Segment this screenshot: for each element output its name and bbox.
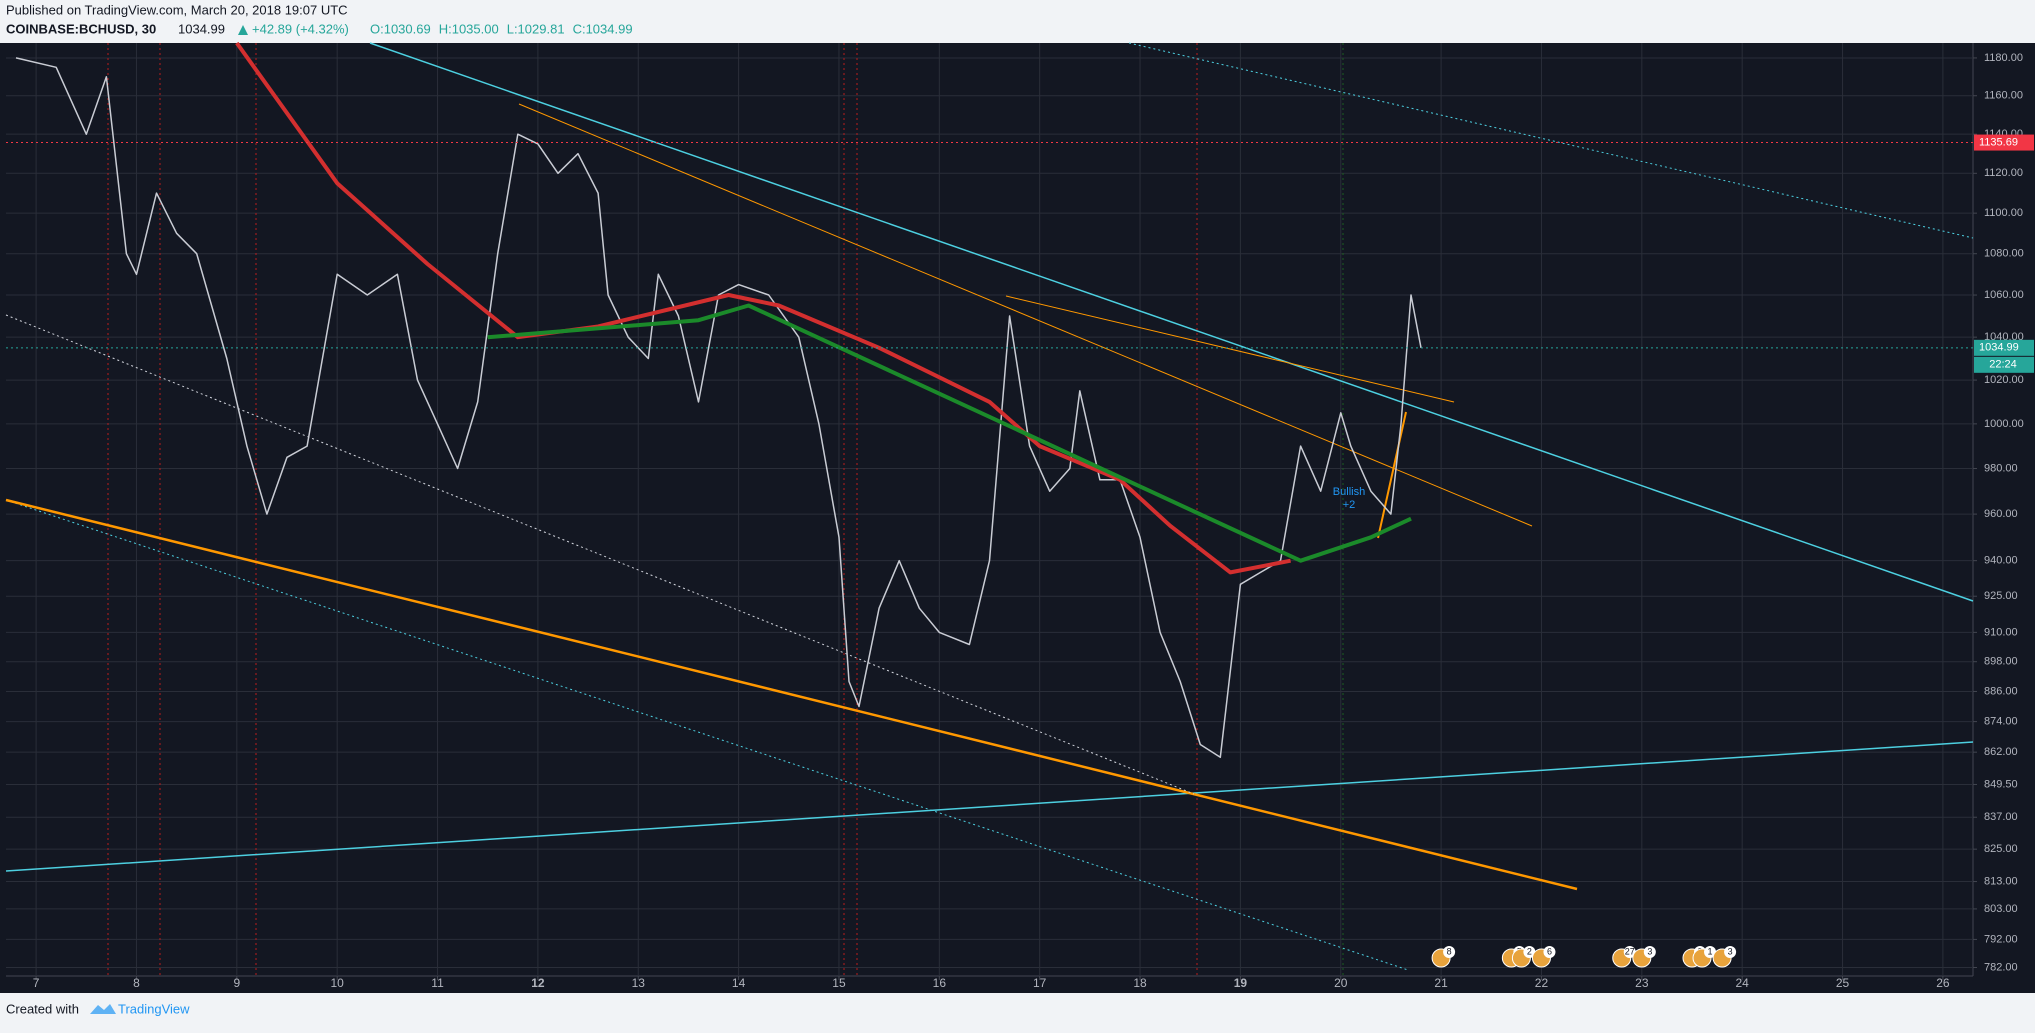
y-tick-label: 803.00 (1984, 903, 2018, 915)
y-tick-label: 1020.00 (1984, 374, 2024, 386)
price-tag (1974, 339, 2034, 356)
trendline (1005, 295, 1455, 403)
y-tick-label: 874.00 (1984, 716, 2018, 728)
brand[interactable]: TradingView (118, 1001, 190, 1016)
y-tick-label: 925.00 (1984, 590, 2018, 602)
y-tick-label: 1160.00 (1984, 90, 2023, 102)
ohlc-value: L:1029.81 (507, 21, 565, 36)
trendline (5, 499, 1409, 971)
event-count-bg (1623, 946, 1636, 958)
trendline (5, 498, 1578, 891)
x-tick-label: 19 (1234, 976, 1248, 990)
pattern-label: Bullish (1333, 486, 1365, 498)
change: +42.89 (+4.32%) (252, 21, 349, 36)
created-with: Created with (6, 1001, 79, 1016)
header-bg (0, 0, 2035, 43)
x-tick-label: 24 (1735, 976, 1749, 990)
x-tick-label: 11 (431, 976, 444, 990)
y-tick-label: 898.00 (1984, 656, 2018, 668)
y-tick-label: 1060.00 (1984, 289, 2024, 301)
last-price: 1034.99 (178, 21, 225, 36)
symbol: COINBASE:BCHUSD, 30 (6, 21, 156, 36)
y-tick-label: 1180.00 (1984, 52, 2023, 64)
event-count: 1 (1708, 946, 1713, 956)
y-tick-label: 1100.00 (1984, 207, 2023, 219)
y-tick-label: 886.00 (1984, 685, 2018, 697)
x-tick-label: 18 (1133, 976, 1147, 990)
price-tag-label: 1135.69 (1979, 136, 2018, 148)
event-count-bg (1523, 946, 1536, 958)
x-tick-label: 13 (632, 976, 646, 990)
price-tag-label: 1034.99 (1979, 342, 2019, 354)
x-tick-label: 9 (233, 976, 240, 990)
grid: 782.00 792.00 803.00 813.00 825.00 837.00 849.… (6, 43, 2024, 990)
countdown-tag (1974, 356, 2034, 373)
ohlc-value: O:1030.69 (370, 21, 431, 36)
x-tick-label: 12 (531, 976, 545, 990)
x-tick-label: 16 (933, 976, 947, 990)
y-tick-label: 1080.00 (1984, 248, 2024, 260)
event-count-bg (1643, 946, 1656, 958)
trendline (518, 103, 1533, 527)
x-tick-label: 15 (832, 976, 846, 990)
x-tick-label: 8 (133, 976, 140, 990)
y-tick-label: 910.00 (1984, 626, 2018, 638)
event-count-bg (1543, 946, 1556, 958)
price-line (15, 57, 1422, 759)
published: Published on TradingView.com, March 20, … (6, 2, 348, 17)
x-tick-label: 22 (1535, 976, 1549, 990)
y-tick-label: 940.00 (1984, 555, 2018, 567)
price-line (487, 303, 1412, 563)
y-tick-label: 980.00 (1984, 462, 2018, 474)
trendline (5, 741, 1974, 872)
x-tick-label: 25 (1836, 976, 1850, 990)
x-tick-label: 26 (1936, 976, 1950, 990)
x-tick-label: 17 (1033, 976, 1047, 990)
y-tick-label: 813.00 (1984, 875, 2018, 887)
y-tick-label: 862.00 (1984, 746, 2018, 758)
x-tick-label: 14 (732, 976, 746, 990)
price-line (235, 41, 1291, 575)
x-tick-label: 7 (33, 976, 40, 990)
event-count: 8 (1447, 946, 1452, 956)
event-count: 3 (1647, 946, 1652, 956)
event-count: 6 (1547, 946, 1552, 956)
y-tick-label: 837.00 (1984, 811, 2018, 823)
ohlc: O:1030.69 H:1035.00 L:1029.81 C:1034.99 (370, 21, 633, 36)
pattern-label: +2 (1343, 499, 1356, 511)
x-tick-label: 21 (1434, 976, 1448, 990)
ohlc-value: C:1034.99 (573, 21, 633, 36)
y-tick-label: 782.00 (1984, 961, 2018, 973)
x-tick-label: 23 (1635, 976, 1649, 990)
chart-bg (0, 43, 2035, 993)
trendline (1128, 42, 1974, 239)
x-tick-label: 10 (330, 976, 344, 990)
y-tick-label: 960.00 (1984, 508, 2018, 520)
event-count-bg (1704, 946, 1717, 958)
footer-bg (0, 993, 2035, 1028)
countdown: 22:24 (1989, 359, 2017, 371)
y-tick-label: 1000.00 (1984, 418, 2024, 430)
event-count: 27 (1625, 946, 1635, 956)
x-tick-label: 20 (1334, 976, 1348, 990)
event-count: 3 (1728, 946, 1733, 956)
ohlc-value: H:1035.00 (439, 21, 499, 36)
event-count-bg (1443, 946, 1456, 958)
y-tick-label: 825.00 (1984, 843, 2018, 855)
trendline (5, 314, 1195, 795)
y-tick-label: 792.00 (1984, 933, 2018, 945)
price-tag (1974, 134, 2034, 151)
y-tick-label: 849.50 (1984, 778, 2018, 790)
trendline (369, 42, 1974, 602)
trendline (1377, 411, 1407, 539)
event-count-bg (1724, 946, 1737, 958)
y-tick-label: 1120.00 (1984, 167, 2023, 179)
brand-logo (90, 1004, 116, 1014)
up-arrow (238, 25, 248, 35)
drawings (5, 42, 1974, 976)
event-count: 2 (1527, 946, 1532, 956)
